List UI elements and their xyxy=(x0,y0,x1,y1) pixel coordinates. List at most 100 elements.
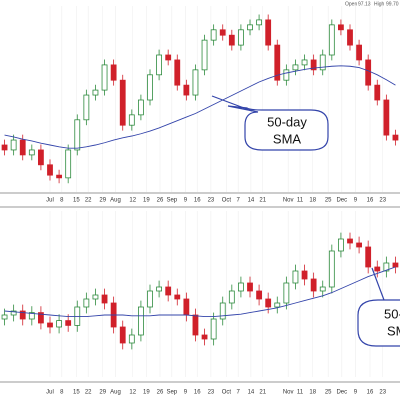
candle-body xyxy=(65,320,72,326)
candle-body xyxy=(328,250,335,288)
candle-body xyxy=(301,270,308,280)
candle-body xyxy=(228,290,235,304)
quote-label: High xyxy=(374,1,385,7)
x-tick-label: 14 xyxy=(248,198,255,204)
candle-body xyxy=(47,322,53,328)
x-tick-label: Oct xyxy=(222,198,232,204)
x-tick-label: 16 xyxy=(367,198,374,204)
x-tick-label: 23 xyxy=(379,390,386,396)
x-tick-label: 26 xyxy=(157,390,164,396)
x-tick-label: 7 xyxy=(237,390,241,396)
candle-body xyxy=(83,94,90,121)
candle-body xyxy=(210,29,217,41)
candle-body xyxy=(56,320,62,328)
callout-pointer xyxy=(211,95,253,112)
x-tick-label: 16 xyxy=(194,198,201,204)
x-tick-label: 26 xyxy=(157,198,164,204)
x-tick-label: Nov xyxy=(283,390,294,396)
candle-body xyxy=(10,139,17,151)
x-tick-label: 15 xyxy=(73,390,80,396)
candle-body xyxy=(365,59,372,86)
candle-body xyxy=(101,64,108,91)
x-tick-label: 19 xyxy=(143,390,150,396)
x-tick-label: Jul xyxy=(46,198,54,204)
callout-pointer xyxy=(371,267,385,301)
candle-body xyxy=(28,312,35,320)
candle-body xyxy=(28,149,35,156)
x-tick-label: 19 xyxy=(143,198,150,204)
x-tick-label: Jul xyxy=(46,390,54,396)
candle-body xyxy=(174,59,181,86)
x-tick-label: 16 xyxy=(367,390,374,396)
x-tick-label: 21 xyxy=(259,198,266,204)
candle-body xyxy=(156,54,162,76)
candle-body xyxy=(292,64,299,71)
candle-body xyxy=(265,19,272,46)
candle-body xyxy=(38,312,44,324)
candle-body xyxy=(174,294,181,300)
candle-body xyxy=(92,294,99,300)
x-tick-label: 9 xyxy=(354,198,358,204)
x-tick-label: 29 xyxy=(99,390,106,396)
candle-body xyxy=(338,238,344,252)
x-tick-label: 23 xyxy=(208,198,215,204)
quote-value: 99.70 xyxy=(386,1,399,7)
candle-body xyxy=(319,286,326,292)
sma-line xyxy=(4,266,396,318)
candle-body xyxy=(201,334,208,340)
candle-body xyxy=(19,310,26,320)
candle-body xyxy=(256,19,262,26)
candle-body xyxy=(265,298,272,308)
callout-box xyxy=(357,299,400,347)
x-tick-label: 11 xyxy=(297,198,304,204)
candle-body xyxy=(74,119,81,151)
candle-body xyxy=(247,282,253,292)
candle-body xyxy=(92,89,99,96)
candle-body xyxy=(256,290,262,300)
candle-body xyxy=(383,99,390,136)
candle-body xyxy=(356,242,362,248)
callout-text: 50-day xyxy=(267,114,307,129)
callout-text: SMA xyxy=(273,131,302,146)
x-tick-label: 9 xyxy=(354,390,358,396)
x-tick-label: 23 xyxy=(208,390,215,396)
candle-body xyxy=(347,29,353,46)
candle-body xyxy=(383,262,390,272)
x-tick-label: Aug xyxy=(110,390,121,396)
x-tick-label: 25 xyxy=(325,198,332,204)
x-tick-label: Dec xyxy=(336,198,347,204)
candle-body xyxy=(238,29,244,46)
candle-body xyxy=(328,24,335,56)
candle-body xyxy=(19,139,26,156)
candle-body xyxy=(38,149,44,166)
candle-body xyxy=(338,24,344,31)
candle-body xyxy=(119,326,126,344)
x-tick-label: 14 xyxy=(248,390,255,396)
candle-body xyxy=(138,99,144,116)
candle-body xyxy=(319,54,326,71)
candle-body xyxy=(65,149,72,179)
x-tick-label: 25 xyxy=(325,390,332,396)
candle-body xyxy=(392,262,399,268)
quote-value: 97.13 xyxy=(358,1,371,7)
candle-body xyxy=(228,34,235,46)
candle-body xyxy=(128,334,135,344)
candle-body xyxy=(47,164,53,176)
candle-body xyxy=(183,84,190,96)
plot-layer: Jul 8 15 22 29 Aug 12 19 26 Sep 9 16 23 Oct 7 14 21 Nov 11… xyxy=(1,6,399,396)
x-tick-label: Nov xyxy=(283,198,294,204)
candle-body xyxy=(310,278,317,292)
candle-body xyxy=(247,24,253,31)
x-tick-label: Oct xyxy=(222,390,232,396)
candle-body xyxy=(83,298,90,308)
candle-body xyxy=(10,310,17,316)
x-tick-label: 8 xyxy=(60,390,64,396)
x-tick-label: Dec xyxy=(336,390,347,396)
candle-body xyxy=(292,270,299,284)
candle-body xyxy=(392,134,399,141)
candle-body xyxy=(283,69,290,81)
candle-body xyxy=(56,174,62,179)
candle-body xyxy=(183,298,190,316)
x-tick-label: 22 xyxy=(85,390,92,396)
